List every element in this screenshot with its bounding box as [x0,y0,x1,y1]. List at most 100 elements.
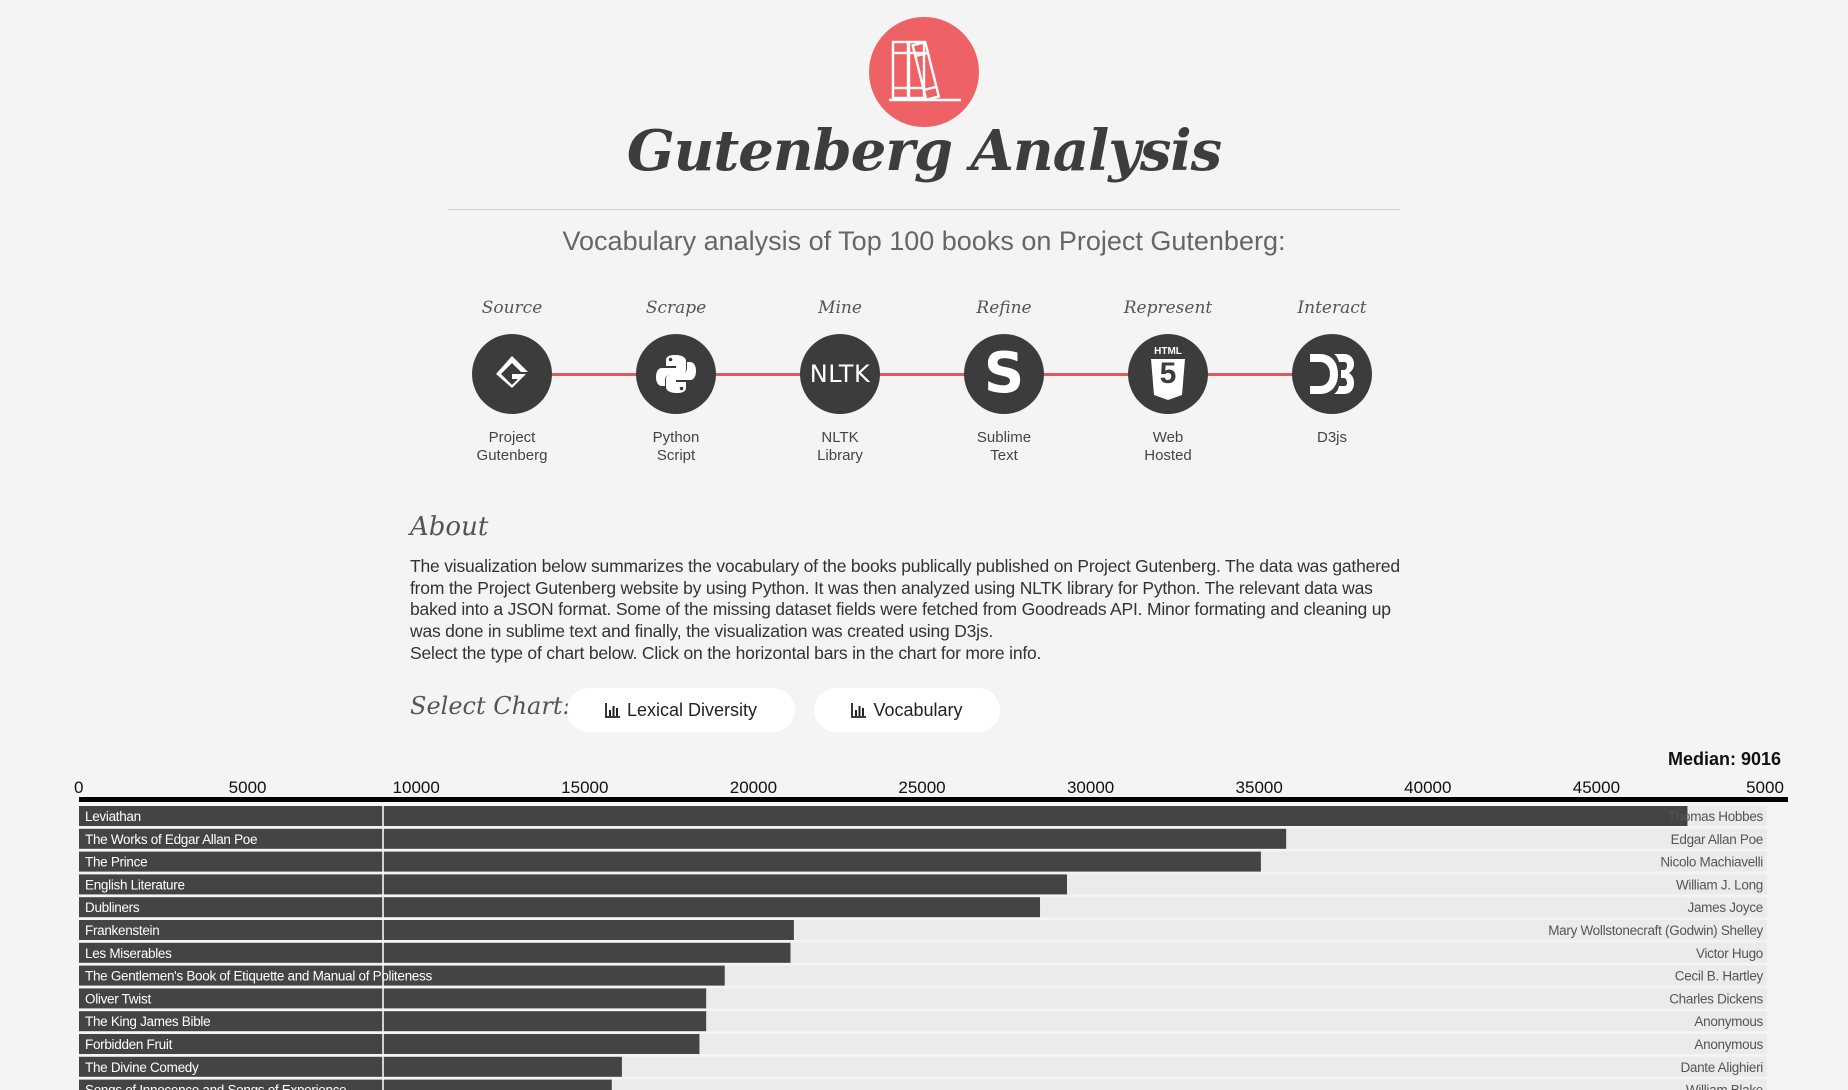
bar-author-label: Victor Hugo [1696,946,1763,961]
title-divider [448,209,1400,210]
bar-title-label[interactable]: Dubliners [85,900,140,915]
bar-title-label[interactable]: Leviathan [85,809,141,824]
bar-author-label: William Blake [1686,1083,1763,1090]
x-tick-label: 30000 [1067,778,1114,797]
x-tick-label: 40000 [1404,778,1451,797]
bar[interactable] [79,920,794,940]
step-label-line2: Text [990,447,1018,464]
step-label-line1: Web [1152,429,1184,446]
step-label-line2: Library [817,447,863,464]
about-text: The visualization below summarizes the v… [410,556,1430,665]
sublime-icon-text: S [983,341,1025,406]
select-chart-label: Select Chart: [410,692,571,720]
x-tick-label: 0 [74,778,83,797]
pipeline: Source Project Gutenberg Scrape Python S… [0,0,1848,480]
bar-author-label: Edgar Allan Poe [1671,832,1763,847]
books-icon [889,40,961,102]
nltk-icon[interactable]: NLTK [800,334,880,414]
bar-title-label[interactable]: Songs of Innocence and Songs of Experien… [85,1083,347,1090]
stage-label: Scrape [645,298,707,318]
step-label: NLTK Library [760,429,920,465]
about-line: The visualization below summarizes the v… [410,556,1400,576]
x-tick-label: 10000 [393,778,440,797]
bar[interactable] [79,897,1041,918]
pipeline-connector [512,373,1336,376]
lexical-diversity-label: Lexical Diversity [626,699,758,720]
bar-chart-icon [851,703,867,718]
bar[interactable] [79,851,1261,872]
bar-author-label: James Joyce [1688,900,1763,915]
bar[interactable] [79,942,791,963]
bar[interactable] [79,1034,700,1054]
about-line: from the Project Gutenberg website by us… [410,577,1373,598]
step-label: Web Hosted [1088,429,1248,465]
python-icon[interactable] [636,334,716,414]
step-label-line1: Sublime [976,429,1032,446]
bar-author-label: Thomas Hobbes [1668,809,1764,824]
bar[interactable] [79,1056,622,1077]
bar-author-label: Anonymous [1694,1014,1763,1029]
bar-author-label: Dante Alighieri [1680,1060,1763,1075]
gutenberg-icon[interactable] [472,334,552,414]
lexical-diversity-button[interactable]: Lexical Diversity [567,688,795,732]
about-line: was done in sublime text and finally, th… [410,621,994,642]
bar[interactable] [79,806,1688,826]
html5-icon[interactable]: HTML 5 [1128,334,1208,414]
bar-title-label[interactable]: Frankenstein [85,923,160,938]
about-heading: About [410,512,489,542]
bar-title-label[interactable]: Oliver Twist [85,991,152,1006]
html5-icon-number: 5 [1159,357,1177,390]
html5-icon-text: HTML [1154,346,1182,357]
bar[interactable] [79,874,1067,895]
bar-title-label[interactable]: The King James Bible [85,1014,211,1029]
vocabulary-bar-chart: 0 5000 10000 15000 20000 25000 30000 35000 40000… [74,778,1788,1090]
page-title: Gutenberg Analysis [626,118,1222,184]
step-label: D3js [1252,429,1412,447]
x-tick-label: 15000 [561,778,608,797]
sublime-icon[interactable]: S [964,334,1044,414]
step-label-line1: Project [488,429,536,446]
step-label-line2: Script [656,447,696,464]
x-tick-label: 5000 [1746,778,1784,797]
bar-title-label[interactable]: The Works of Edgar Allan Poe [85,832,258,847]
stage-label: Represent [1123,298,1213,318]
step-label: Python Script [596,429,756,465]
stage-label: Refine [976,298,1032,318]
x-tick-label: 45000 [1573,778,1620,797]
nltk-icon-text: NLTK [809,360,871,388]
logo-books-icon [869,17,979,127]
bar-track[interactable] [79,1079,1767,1090]
page-subtitle: Vocabulary analysis of Top 100 books on … [562,226,1286,256]
bar-title-label[interactable]: The Prince [85,855,148,870]
d3-icon[interactable] [1292,334,1372,414]
x-axis-line [79,797,1788,802]
bar[interactable] [79,1079,612,1090]
stage-label: Interact [1297,298,1367,318]
x-tick-label: 20000 [730,778,777,797]
bar[interactable] [79,988,707,1009]
bar[interactable] [79,828,1287,849]
x-tick-label: 35000 [1236,778,1283,797]
bar-title-label[interactable]: Forbidden Fruit [85,1037,173,1052]
about-line: baked into a JSON format. Some of the mi… [410,599,1391,620]
vocabulary-button[interactable]: Vocabulary [814,688,1000,732]
step-label-line2: Gutenberg [476,447,548,464]
step-label-line1: NLTK [821,429,859,446]
bar-author-label: Nicolo Machiavelli [1660,855,1763,870]
bar-title-label[interactable]: English Literature [85,877,185,892]
median-label: Median: 9016 [1667,749,1781,769]
bar-author-label: Cecil B. Hartley [1675,969,1764,984]
stage-label: Source [481,298,543,318]
bar[interactable] [79,965,725,986]
step-label-line1: D3js [1316,429,1347,446]
bar-title-label[interactable]: The Divine Comedy [85,1060,199,1075]
step-label-line2: Hosted [1144,447,1192,464]
bar[interactable] [79,1011,707,1032]
step-label: Sublime Text [924,429,1084,465]
bar-author-label: Charles Dickens [1669,991,1763,1006]
step-label-line1: Python [652,429,700,446]
bar-title-label[interactable]: Les Miserables [85,946,172,961]
stage-label: Mine [818,298,862,318]
x-tick-label: 5000 [229,778,267,797]
bar-title-label[interactable]: The Gentlemen's Book of Etiquette and Ma… [85,969,433,984]
